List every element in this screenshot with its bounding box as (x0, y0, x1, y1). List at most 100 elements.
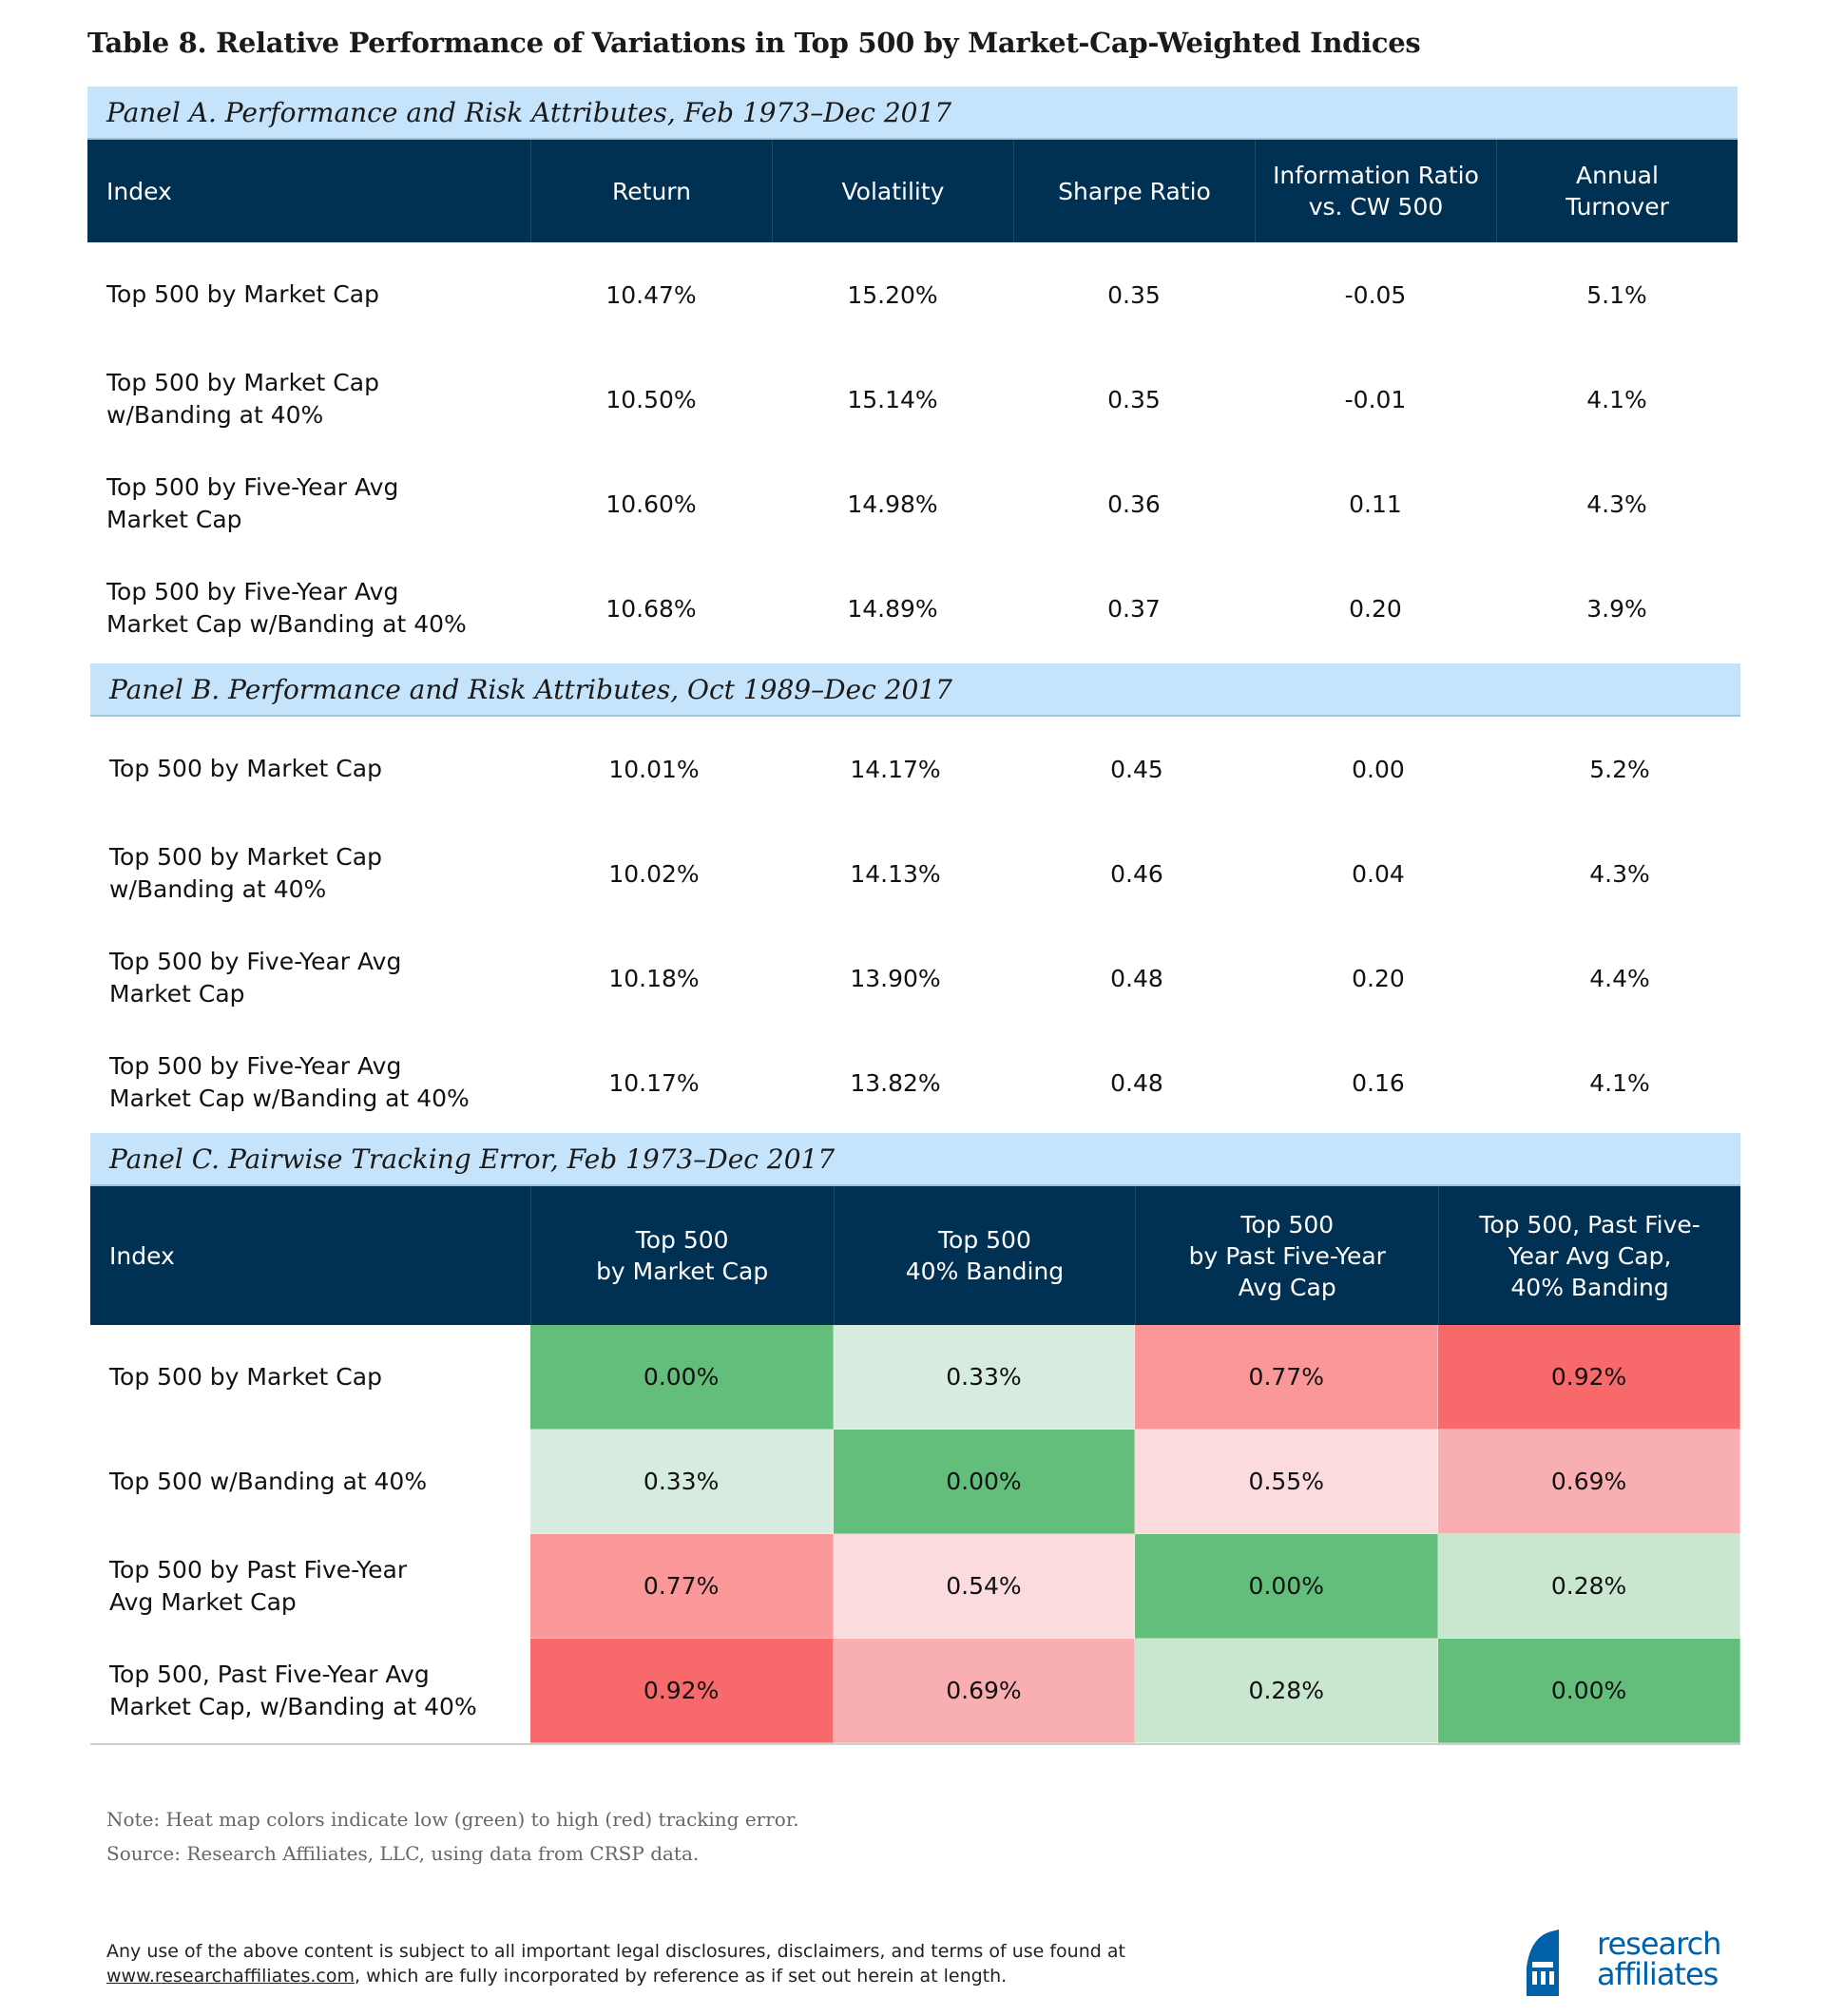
column-header: Index (106, 177, 172, 205)
table-cell: -0.05 (1344, 280, 1407, 309)
panel-a-title: Panel A. Performance and Risk Attributes… (87, 86, 1738, 140)
table-cell: 0.48 (1110, 1068, 1163, 1097)
table-cell: 10.60% (605, 490, 697, 518)
table-cell: 0.48 (1110, 964, 1163, 992)
table-cell: 13.90% (850, 964, 941, 992)
table-cell: 4.4% (1589, 964, 1650, 992)
table-cell: 0.20 (1352, 964, 1405, 992)
heatmap-cell: 0.00% (1135, 1534, 1439, 1639)
table-cell: 0.45 (1110, 755, 1163, 783)
panel-c: Panel C. Pairwise Tracking Error, Feb 19… (90, 1133, 1740, 1745)
table-cell: 10.17% (608, 1068, 700, 1097)
row-label: Top 500 by Five-Year Avg Market Cap (106, 473, 399, 533)
table-cell: 14.89% (847, 594, 938, 623)
table-cell: 5.2% (1589, 755, 1650, 783)
row-label: Top 500 by Five-Year Avg Market Cap w/Ba… (109, 1052, 470, 1112)
research-affiliates-logo: research affiliates (1523, 1926, 1732, 1996)
table-cell: 0.35 (1107, 385, 1161, 413)
row-label: Top 500 by Market Cap (109, 1363, 382, 1391)
column-header: Top 500 by Market Cap (529, 1186, 834, 1325)
table-cell: 4.3% (1589, 859, 1650, 888)
source-text: Source: Research Affiliates, LLC, using … (106, 1842, 700, 1865)
table-row: Top 500 by Market Cap w/Banding at 40% 10… (87, 347, 1738, 451)
column-header: Volatility (772, 140, 1013, 242)
legal-disclaimer: Any use of the above content is subject … (106, 1939, 1125, 1988)
website-link[interactable]: www.researchaffiliates.com (106, 1966, 355, 1987)
table-cell: 15.14% (847, 385, 938, 413)
panel-a: Panel A. Performance and Risk Attributes… (87, 86, 1738, 661)
table-row: Top 500 by Market Cap 10.01% 14.17% 0.45 0.0… (90, 717, 1740, 821)
heatmap-cell: 0.33% (833, 1325, 1136, 1430)
table-cell: 10.47% (605, 280, 697, 309)
table-cell: 10.18% (608, 964, 700, 992)
table-title: Table 8. Relative Performance of Variati… (87, 27, 1421, 59)
heatmap-cell: 0.00% (833, 1430, 1136, 1534)
row-label: Top 500 by Past Five-Year Avg Market Cap (109, 1556, 408, 1616)
panel-c-title: Panel C. Pairwise Tracking Error, Feb 19… (90, 1133, 1740, 1186)
row-label: Top 500 w/Banding at 40% (109, 1468, 428, 1495)
table-cell: 0.11 (1349, 490, 1402, 518)
panel-a-header: Index Return Volatility Sharpe Ratio Informa… (87, 140, 1738, 242)
logo-text-affiliates: affiliates (1597, 1956, 1719, 1992)
column-header: Top 500, Past Five- Year Avg Cap, 40% Ba… (1438, 1186, 1740, 1325)
table-cell: 10.02% (608, 859, 700, 888)
row-label: Top 500, Past Five-Year Avg Market Cap, … (109, 1661, 477, 1720)
table-cell: 14.17% (850, 755, 941, 783)
heatmap-cell: 0.54% (833, 1534, 1136, 1639)
table-cell: 4.1% (1586, 385, 1647, 413)
heatmap-cell: 0.28% (1135, 1639, 1439, 1743)
row-label: Top 500 by Market Cap (106, 280, 379, 308)
table-row: Top 500 by Five-Year Avg Market Cap 10.18… (90, 926, 1740, 1030)
table-cell: 0.16 (1352, 1068, 1405, 1097)
column-header: Sharpe Ratio (1013, 140, 1255, 242)
panel-c-header: Index Top 500 by Market Cap Top 500 40% Ba… (90, 1186, 1740, 1325)
table-cell: 5.1% (1586, 280, 1647, 309)
heatmap-cell: 0.00% (1438, 1639, 1740, 1743)
table-cell: 0.04 (1352, 859, 1405, 888)
legal-line2: , which are fully incorporated by refere… (354, 1966, 1008, 1987)
table-row: Top 500 w/Banding at 40% 0.33% 0.00% 0.55% 0… (90, 1430, 1740, 1534)
heatmap-cell: 0.00% (529, 1325, 834, 1430)
table-cell: 0.36 (1107, 490, 1161, 518)
heatmap-cell: 0.92% (1438, 1325, 1740, 1430)
table-row: Top 500 by Market Cap w/Banding at 40% 10… (90, 821, 1740, 926)
table-row: Top 500 by Five-Year Avg Market Cap w/Ba… (90, 1030, 1740, 1135)
heatmap-cell: 0.33% (529, 1430, 834, 1534)
panel-a-body: Top 500 by Market Cap 10.47% 15.20% 0.35 -0.… (87, 242, 1738, 661)
panel-b-body: Top 500 by Market Cap 10.01% 14.17% 0.45 0.0… (90, 717, 1740, 1135)
table-cell: 10.50% (605, 385, 697, 413)
panel-b: Panel B. Performance and Risk Attributes… (90, 663, 1740, 1135)
table-cell: 0.00 (1352, 755, 1405, 783)
panel-c-heatmap: Top 500 by Market Cap 0.00% 0.33% 0.77% 0.92… (90, 1325, 1740, 1745)
note-text: Note: Heat map colors indicate low (gree… (106, 1808, 799, 1831)
table-cell: 4.3% (1586, 490, 1647, 518)
row-label: Top 500 by Market Cap w/Banding at 40% (109, 843, 382, 903)
logo-text-research: research (1597, 1926, 1721, 1962)
logo-mark-icon (1527, 1930, 1559, 1996)
table-row: Top 500 by Past Five-Year Avg Market Cap… (90, 1534, 1740, 1639)
table-row: Top 500, Past Five-Year Avg Market Cap, … (90, 1639, 1740, 1743)
table-cell: 14.13% (850, 859, 941, 888)
table-row: Top 500 by Five-Year Avg Market Cap w/Ba… (87, 556, 1738, 661)
row-label: Top 500 by Five-Year Avg Market Cap w/Ba… (106, 578, 467, 638)
heatmap-cell: 0.77% (1135, 1325, 1439, 1430)
table-cell: 14.98% (847, 490, 938, 518)
row-label: Top 500 by Market Cap (109, 755, 382, 782)
heatmap-cell: 0.92% (529, 1639, 834, 1743)
table-cell: 0.35 (1107, 280, 1161, 309)
panel-b-title: Panel B. Performance and Risk Attributes… (90, 663, 1740, 717)
heatmap-cell: 0.69% (1438, 1430, 1740, 1534)
column-header: Information Ratio vs. CW 500 (1255, 140, 1496, 242)
row-label: Top 500 by Market Cap w/Banding at 40% (106, 369, 379, 429)
table-row: Top 500 by Five-Year Avg Market Cap 10.60… (87, 451, 1738, 556)
heatmap-cell: 0.28% (1438, 1534, 1740, 1639)
table-cell: 10.68% (605, 594, 697, 623)
table-cell: 3.9% (1586, 594, 1647, 623)
table-cell: 4.1% (1589, 1068, 1650, 1097)
column-header: Top 500 40% Banding (833, 1186, 1136, 1325)
table-cell: 0.20 (1349, 594, 1402, 623)
heatmap-cell: 0.69% (833, 1639, 1136, 1743)
table-row: Top 500 by Market Cap 0.00% 0.33% 0.77% 0.92… (90, 1325, 1740, 1430)
column-header: Index (109, 1241, 175, 1270)
heatmap-cell: 0.55% (1135, 1430, 1439, 1534)
